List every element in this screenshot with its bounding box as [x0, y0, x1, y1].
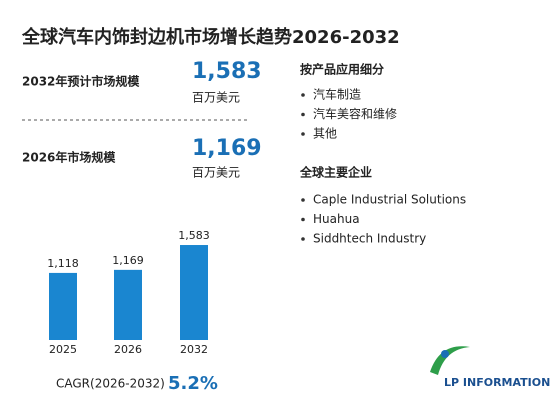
segment-item: Caple Industrial Solutions: [313, 193, 466, 207]
segment-heading: 全球主要企业: [299, 165, 372, 180]
value-label: 1,583: [178, 229, 210, 242]
stat-label: 2026年市场规模: [22, 150, 116, 165]
segment-item: 汽车美容和维修: [313, 106, 397, 121]
cagr-value: 5.2%: [168, 373, 218, 394]
bullet: [301, 198, 305, 202]
bullet: [301, 112, 305, 117]
bullet: [301, 93, 305, 97]
stat-value: 1,583: [192, 59, 262, 84]
bullet: [301, 237, 305, 241]
bullet: [301, 132, 305, 136]
bar: [49, 272, 77, 340]
segment-item: Huahua: [313, 212, 360, 226]
bullet: [301, 217, 305, 222]
title: 全球汽车内饰封边机市场增长趋势2026-2032: [21, 26, 400, 48]
segment-item: Siddhtech Industry: [313, 232, 426, 246]
value-label: 1,118: [47, 257, 79, 270]
logo-text: LP INFORMATION: [444, 376, 550, 389]
x-tick-label: 2032: [180, 343, 208, 356]
stat-unit: 百万美元: [192, 91, 240, 105]
logo-icon: [430, 346, 470, 375]
stat-unit: 百万美元: [192, 166, 240, 180]
segment-item: 汽车制造: [313, 87, 361, 102]
segment-item: 其他: [313, 127, 337, 141]
segment-heading: 按产品应用细分: [300, 62, 384, 77]
stat-value: 1,169: [192, 136, 262, 161]
logo-icon: [441, 350, 449, 358]
value-label: 1,169: [112, 254, 144, 267]
bar: [180, 245, 208, 340]
x-tick-label: 2025: [49, 343, 77, 356]
x-tick-label: 2026: [114, 343, 142, 356]
cagr-label: CAGR(2026-2032): [56, 377, 165, 391]
bar: [114, 269, 142, 340]
stat-label: 2032年预计市场规模: [22, 74, 140, 89]
